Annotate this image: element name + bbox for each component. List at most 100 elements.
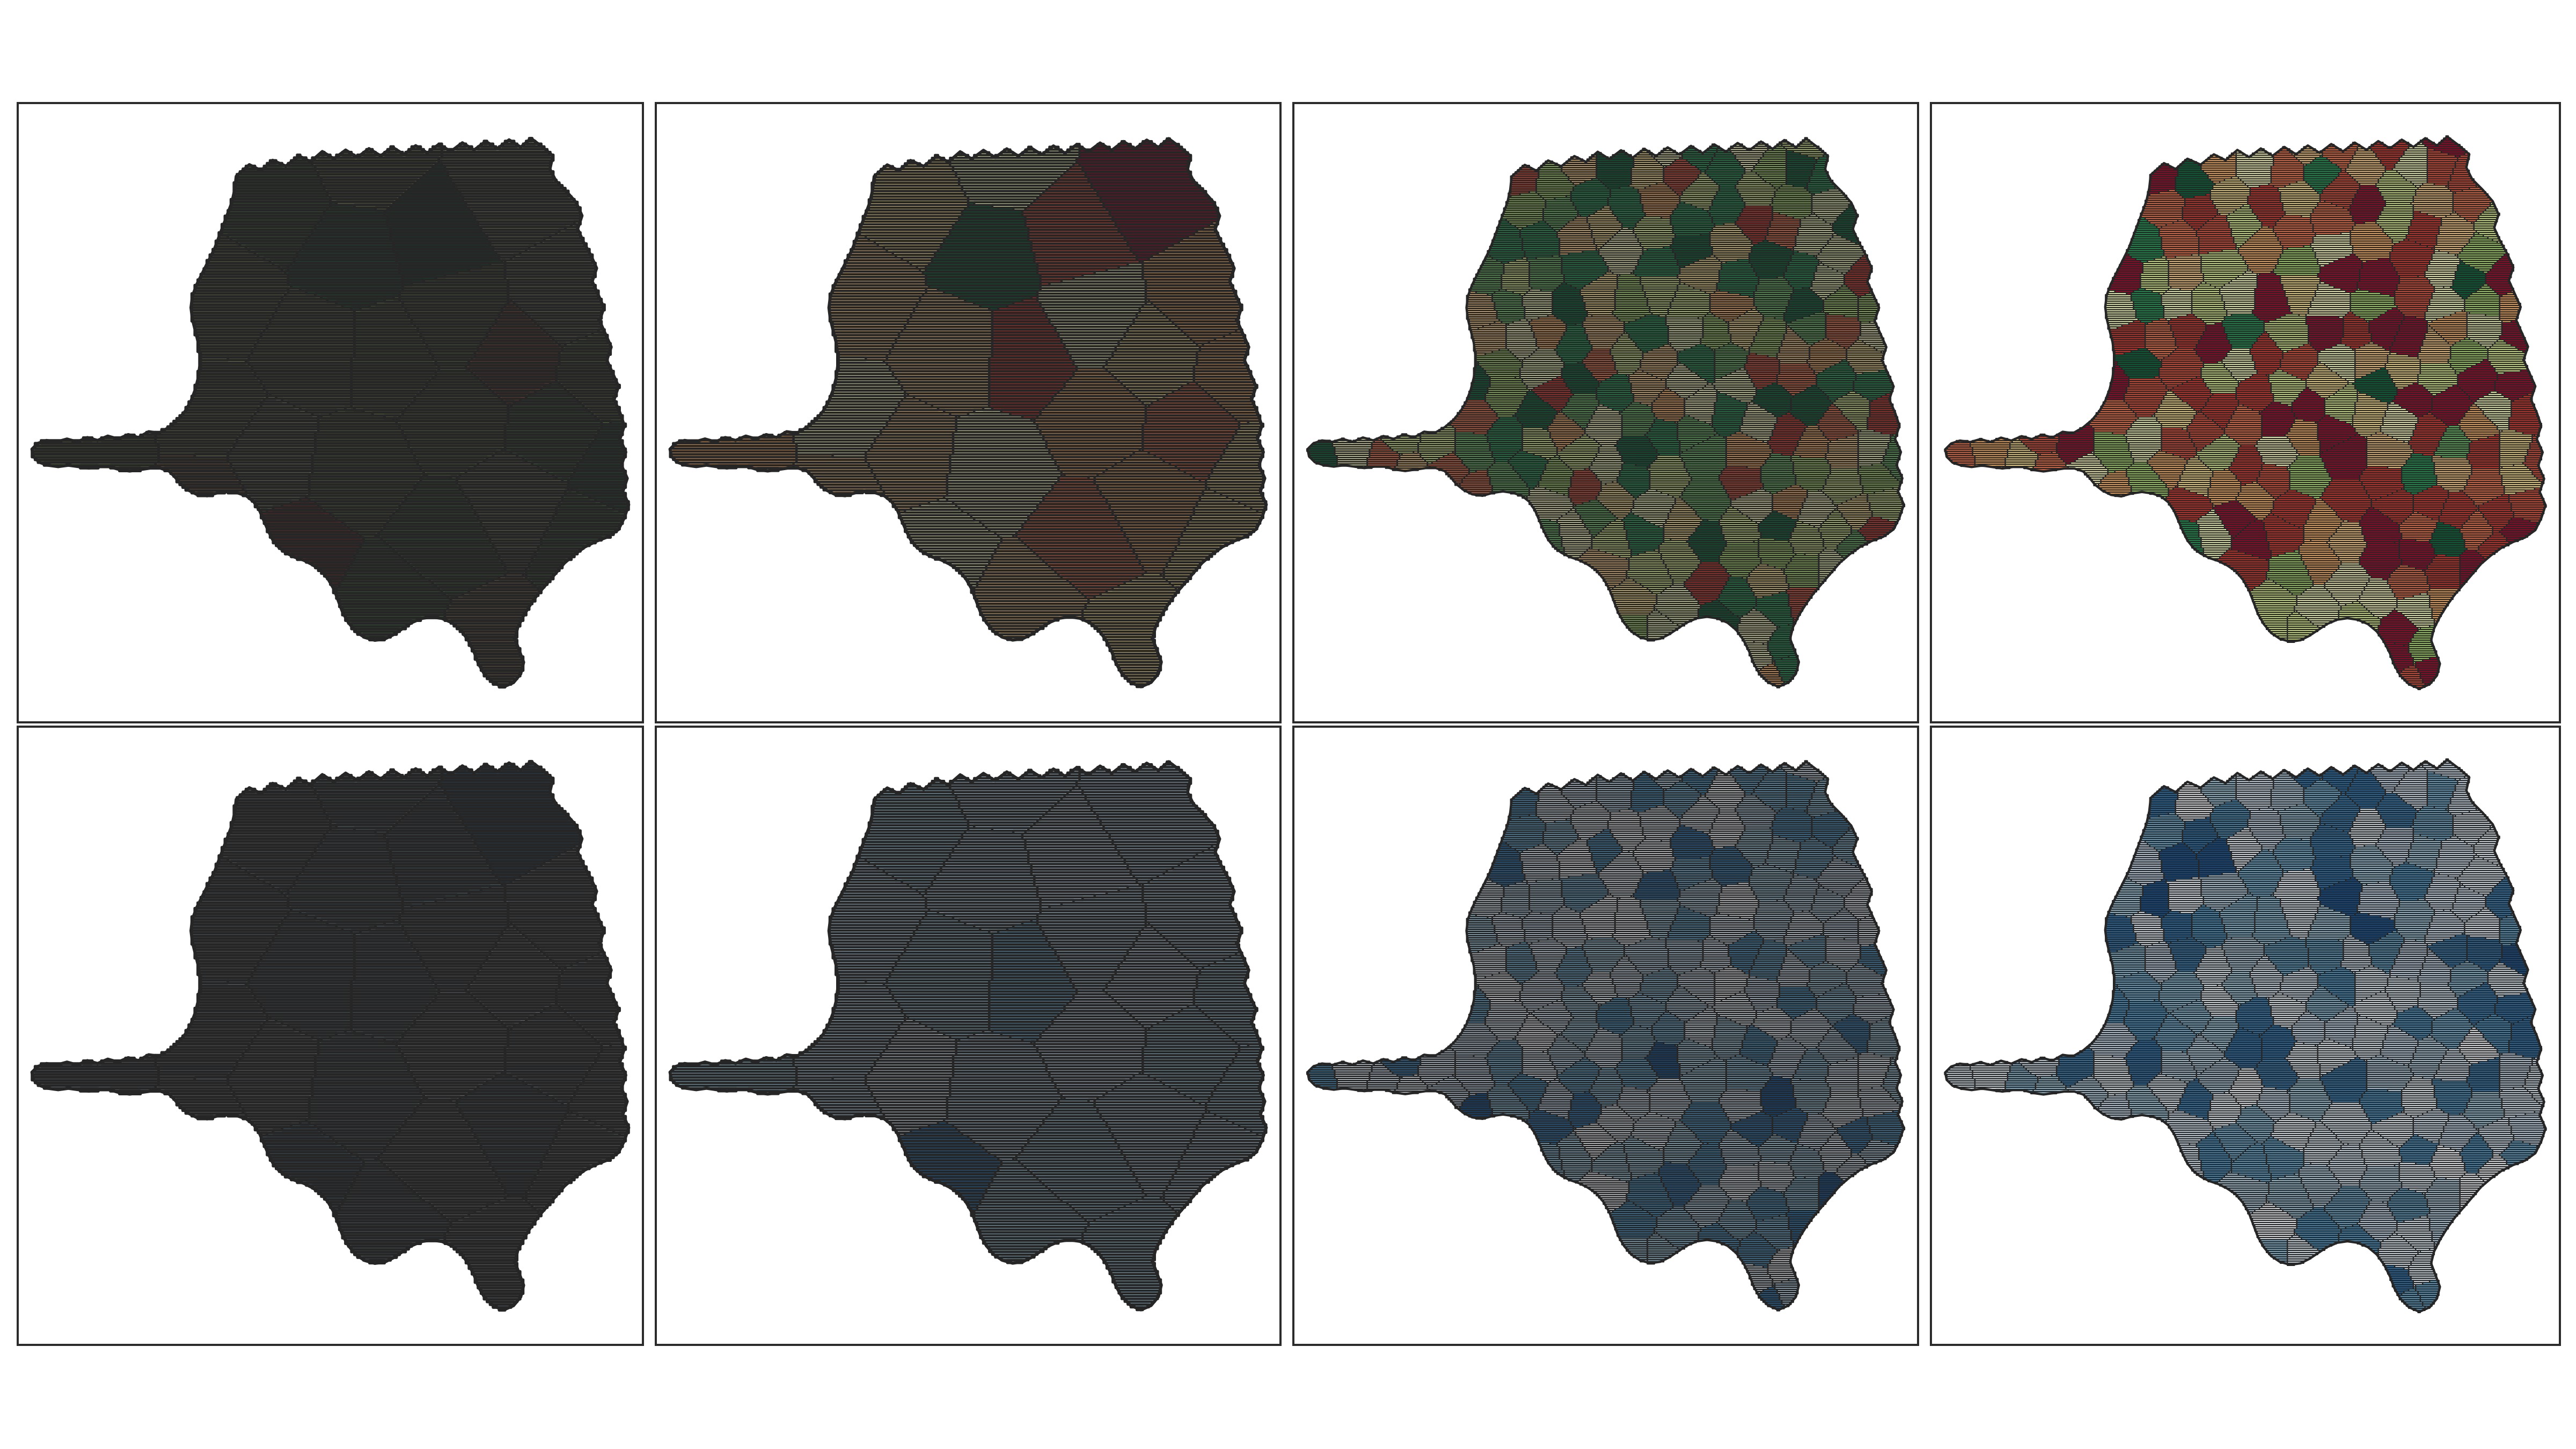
map-region	[1591, 1141, 1632, 1184]
map-region	[1021, 162, 1141, 287]
map-region	[2466, 433, 2500, 470]
map-region	[2340, 311, 2372, 352]
map-region	[1809, 883, 1845, 924]
map-region	[2144, 317, 2179, 362]
map-region	[1531, 376, 1575, 414]
map-region	[2270, 1112, 2316, 1153]
map-region	[383, 162, 503, 287]
map-region	[2254, 435, 2300, 470]
map-region	[1459, 1092, 1493, 1120]
map-region	[1679, 433, 1727, 480]
map-region	[2098, 470, 2132, 497]
map-region	[1633, 216, 1676, 252]
map-region	[1711, 367, 1757, 405]
map-region	[1753, 1214, 1794, 1252]
map-region	[1707, 809, 1746, 850]
map-region	[1596, 150, 1635, 190]
map-region	[2357, 880, 2400, 921]
map-region	[2182, 193, 2219, 231]
map-region	[1609, 331, 1644, 377]
map-region	[1561, 392, 1600, 431]
map-region	[2123, 375, 2169, 418]
map-region	[1970, 1060, 2013, 1093]
map-region	[1792, 1048, 1832, 1081]
map-region	[226, 392, 320, 514]
map-region	[2459, 508, 2493, 551]
map-region	[2140, 255, 2172, 296]
map-region	[1586, 205, 1623, 252]
map-region	[2291, 1009, 2325, 1048]
map-region	[1832, 390, 1871, 433]
map-region	[2499, 1086, 2542, 1118]
map-panel-p8	[1930, 726, 2561, 1346]
map-region	[1658, 1160, 1702, 1208]
map-region	[1818, 508, 1852, 550]
country-outline	[668, 760, 1268, 1312]
map-region	[2200, 392, 2240, 431]
map-region	[2249, 1200, 2297, 1241]
map-region	[1670, 233, 1713, 269]
map-region	[259, 1120, 365, 1218]
map-region	[1021, 785, 1141, 910]
map-region	[2298, 538, 2342, 586]
map-region	[2165, 876, 2204, 914]
map-region	[1707, 186, 1746, 226]
map-region	[792, 356, 906, 458]
map-region	[1521, 1050, 1558, 1084]
map-region	[1700, 311, 1732, 352]
map-region	[2433, 425, 2472, 459]
country-outline	[668, 137, 1268, 689]
map-region	[2161, 287, 2193, 321]
map-region	[1677, 414, 1718, 454]
map-region	[949, 766, 1081, 835]
country-outline	[1944, 135, 2547, 690]
country-outline	[1944, 758, 2547, 1313]
map-region	[1579, 892, 1619, 941]
map-region	[2170, 375, 2214, 414]
map-region	[2105, 912, 2139, 953]
map-region	[1776, 363, 1818, 397]
map-region	[2123, 998, 2169, 1041]
map-region	[865, 1015, 957, 1137]
choropleth-p4	[1944, 135, 2547, 690]
map-region	[1758, 537, 1797, 572]
map-region	[1582, 971, 1619, 1007]
map-region	[1468, 877, 1505, 920]
map-region	[1521, 288, 1554, 322]
map-region	[2340, 934, 2372, 975]
map-region	[2230, 519, 2272, 562]
map-region	[2319, 1056, 2368, 1103]
map-region	[2317, 1037, 2358, 1078]
map-panel-p6	[655, 726, 1282, 1346]
map-region	[2161, 427, 2197, 461]
map-region	[2450, 882, 2486, 923]
map-region	[2426, 771, 2458, 811]
map-region	[1538, 518, 1565, 554]
map-region	[1501, 256, 1533, 297]
map-region	[2398, 1286, 2426, 1313]
map-region	[1542, 817, 1579, 856]
map-region	[1526, 254, 1565, 292]
map-region	[2219, 268, 2258, 317]
map-region	[2417, 362, 2458, 397]
map-region	[1521, 911, 1554, 945]
map-region	[154, 979, 269, 1082]
map-region	[1501, 879, 1533, 920]
map-region	[2347, 808, 2386, 848]
map-panel-p3	[1292, 102, 1919, 723]
map-region	[2177, 519, 2204, 555]
choropleth-p3	[1306, 137, 1906, 689]
map-region	[2305, 904, 2351, 942]
map-region	[2105, 289, 2139, 330]
map-region	[1542, 194, 1579, 233]
map-region	[1531, 999, 1575, 1037]
map-region	[1679, 1056, 1727, 1103]
map-region	[2105, 983, 2129, 1024]
map-region	[2426, 148, 2458, 188]
map-region	[2207, 467, 2242, 508]
map-region	[2182, 816, 2219, 854]
map-region	[2226, 204, 2263, 251]
map-region	[2347, 185, 2386, 225]
map-region	[2107, 253, 2143, 296]
